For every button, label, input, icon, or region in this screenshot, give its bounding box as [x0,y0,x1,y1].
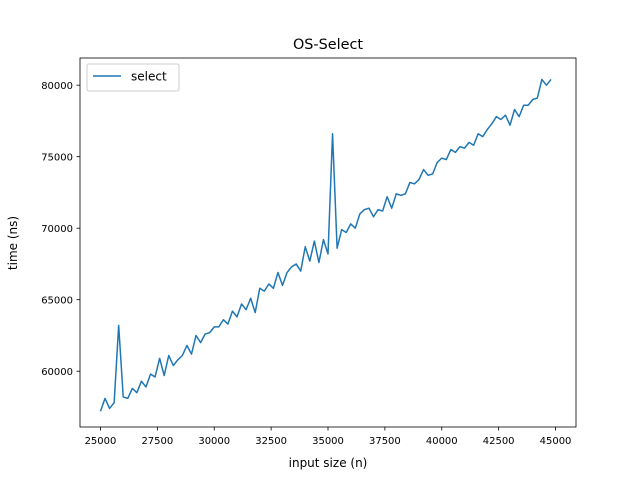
x-tick-label: 27500 [141,436,173,447]
x-tick-label: 25000 [85,436,117,447]
series-line-select [99,78,552,412]
y-axis-label: time (ns) [6,216,20,270]
x-tick-label: 32500 [255,436,287,447]
y-tick-label: 75000 [41,152,73,163]
x-tick-label: 42500 [483,436,515,447]
y-tick-label: 80000 [41,81,73,92]
x-axis-label: input size (n) [289,456,368,470]
y-tick-label: 65000 [41,295,73,306]
x-tick-label: 45000 [540,436,572,447]
legend-frame [86,63,180,92]
x-tick-label: 30000 [198,436,230,447]
y-tick-label: 70000 [41,224,73,235]
y-axis: 60000 65000 70000 75000 80000 [41,81,80,378]
x-tick-label: 35000 [312,436,344,447]
legend-label-select: select [131,70,167,84]
x-tick-label: 37500 [369,436,401,447]
chart-title: OS-Select [293,37,363,53]
x-tick-label: 40000 [426,436,458,447]
x-axis: 25000 27500 30000 32500 35000 37500 40000 42500… [85,427,572,447]
y-tick-label: 60000 [41,367,73,378]
legend: select [86,63,180,92]
